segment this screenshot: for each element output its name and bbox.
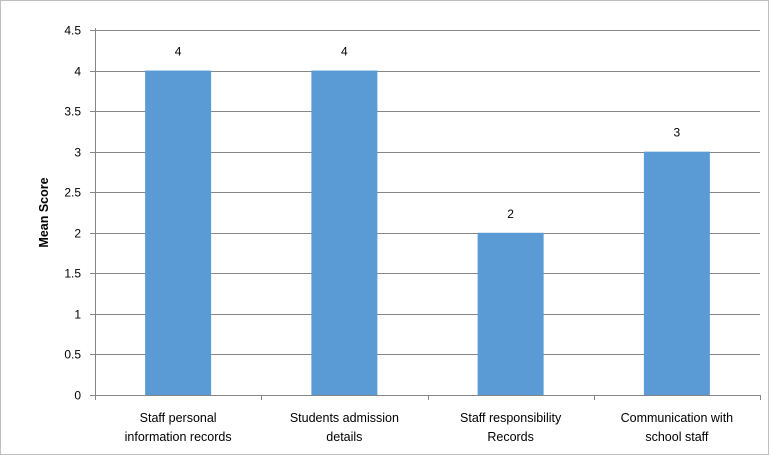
category-label: Staff responsibility Records	[460, 411, 562, 444]
category-label: Students admission details	[290, 411, 399, 444]
category-label: Staff personal information records	[125, 411, 232, 444]
y-tick-label: 4.5	[64, 24, 81, 38]
y-tick-label: 2	[74, 227, 81, 241]
data-label: 2	[507, 207, 514, 221]
data-labels: 4 4 2 3	[175, 45, 681, 221]
data-label: 3	[674, 126, 681, 140]
category-labels: Staff personal information records Student…	[125, 411, 734, 444]
y-tick-label: 0.5	[64, 348, 81, 362]
axes	[90, 28, 761, 400]
y-tick-label: 2.5	[64, 186, 81, 200]
y-axis-label: Mean Score	[37, 177, 51, 247]
bar	[145, 70, 212, 396]
y-tick-label: 3	[74, 146, 81, 160]
bar	[643, 151, 710, 395]
bar	[477, 232, 544, 395]
bar	[311, 70, 378, 396]
data-label: 4	[341, 45, 348, 59]
y-tick-label: 4	[74, 65, 81, 79]
y-tick-label: 1.5	[64, 267, 81, 281]
bars	[145, 70, 710, 396]
y-tick-labels: 0 0.5 1 1.5 2 2.5 3 3.5 4 4.5	[64, 24, 81, 403]
y-tick-label: 1	[74, 308, 81, 322]
category-label: Communication with school staff	[621, 411, 734, 444]
y-tick-label: 3.5	[64, 105, 81, 119]
y-tick-label: 0	[74, 389, 81, 403]
data-label: 4	[175, 45, 182, 59]
